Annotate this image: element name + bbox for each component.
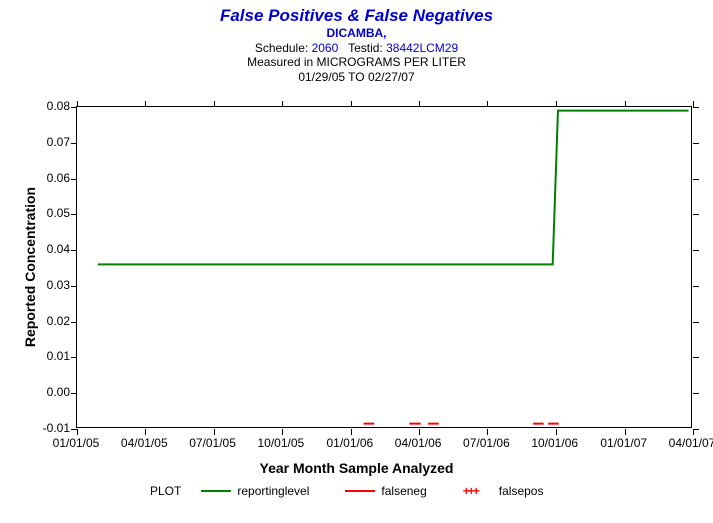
x-tick (487, 101, 488, 107)
x-tick-label: 01/01/05 (53, 436, 100, 450)
x-tick-label: 10/01/06 (531, 436, 578, 450)
legend-swatch-falseneg (345, 490, 375, 492)
plot-svg (77, 107, 693, 429)
legend-item-falsepos: falsepos (499, 484, 544, 498)
y-tick (693, 214, 699, 215)
x-tick-label: 10/01/05 (257, 436, 304, 450)
x-tick (625, 101, 626, 107)
y-tick (71, 357, 77, 358)
x-tick (145, 429, 146, 435)
x-tick-label: 01/01/07 (600, 436, 647, 450)
series-reportinglevel (98, 111, 688, 265)
chart-subtitle: DICAMBA, (0, 26, 713, 40)
y-tick (71, 322, 77, 323)
y-axis-title: Reported Concentration (22, 177, 38, 357)
meta-schedule-line: Schedule: 2060 Testid: 38442LCM29 (0, 41, 713, 55)
x-tick (693, 429, 694, 435)
y-tick (693, 322, 699, 323)
x-tick (693, 101, 694, 107)
testid-label: Testid: (348, 41, 383, 55)
legend-swatch-falsepos: +++ (463, 485, 493, 497)
y-tick (693, 107, 699, 108)
x-tick-label: 07/01/06 (463, 436, 510, 450)
y-tick-label: 0.00 (30, 385, 70, 399)
y-tick (693, 179, 699, 180)
y-tick (71, 179, 77, 180)
legend-item-reportinglevel: reportinglevel (237, 484, 309, 498)
y-tick (71, 143, 77, 144)
y-tick (693, 143, 699, 144)
y-tick (693, 393, 699, 394)
measured-line: Measured in MICROGRAMS PER LITER (0, 55, 713, 69)
y-tick-label: -0.01 (30, 421, 70, 435)
x-tick (77, 429, 78, 435)
x-tick (145, 101, 146, 107)
x-tick (487, 429, 488, 435)
y-tick-label: 0.01 (30, 349, 70, 363)
x-tick (282, 101, 283, 107)
y-tick (71, 214, 77, 215)
y-tick-label: 0.08 (30, 99, 70, 113)
x-tick (214, 429, 215, 435)
schedule-label: Schedule: (255, 41, 308, 55)
y-tick-label: 0.03 (30, 278, 70, 292)
x-tick (625, 429, 626, 435)
x-tick (77, 101, 78, 107)
y-tick-label: 0.06 (30, 171, 70, 185)
x-tick-label: 07/01/05 (189, 436, 236, 450)
legend-item-falseneg: falseneg (381, 484, 426, 498)
x-tick-label: 04/01/05 (121, 436, 168, 450)
y-tick (71, 393, 77, 394)
chart-title: False Positives & False Negatives (0, 6, 713, 26)
legend: PLOT reportinglevel falseneg +++ falsepos (150, 484, 573, 498)
x-tick (419, 101, 420, 107)
plot-area (76, 106, 692, 428)
y-tick (71, 250, 77, 251)
y-tick (71, 286, 77, 287)
testid-value[interactable]: 38442LCM29 (386, 41, 458, 55)
legend-swatch-reportinglevel (201, 490, 231, 492)
x-tick (419, 429, 420, 435)
x-tick (351, 101, 352, 107)
y-tick (693, 250, 699, 251)
date-range: 01/29/05 TO 02/27/07 (0, 70, 713, 84)
x-tick (351, 429, 352, 435)
x-tick (282, 429, 283, 435)
y-tick (693, 357, 699, 358)
y-tick (71, 107, 77, 108)
x-tick-label: 04/01/06 (395, 436, 442, 450)
x-tick (556, 101, 557, 107)
y-tick-label: 0.07 (30, 135, 70, 149)
x-tick-label: 01/01/06 (327, 436, 374, 450)
title-block: False Positives & False Negatives DICAMB… (0, 0, 713, 84)
legend-label: PLOT (150, 484, 181, 498)
x-tick (214, 101, 215, 107)
y-tick-label: 0.02 (30, 314, 70, 328)
y-tick-label: 0.04 (30, 242, 70, 256)
schedule-value[interactable]: 2060 (312, 41, 339, 55)
x-tick (556, 429, 557, 435)
y-tick (693, 286, 699, 287)
x-tick-label: 04/01/07 (669, 436, 713, 450)
y-tick-label: 0.05 (30, 206, 70, 220)
x-axis-title: Year Month Sample Analyzed (0, 460, 713, 476)
